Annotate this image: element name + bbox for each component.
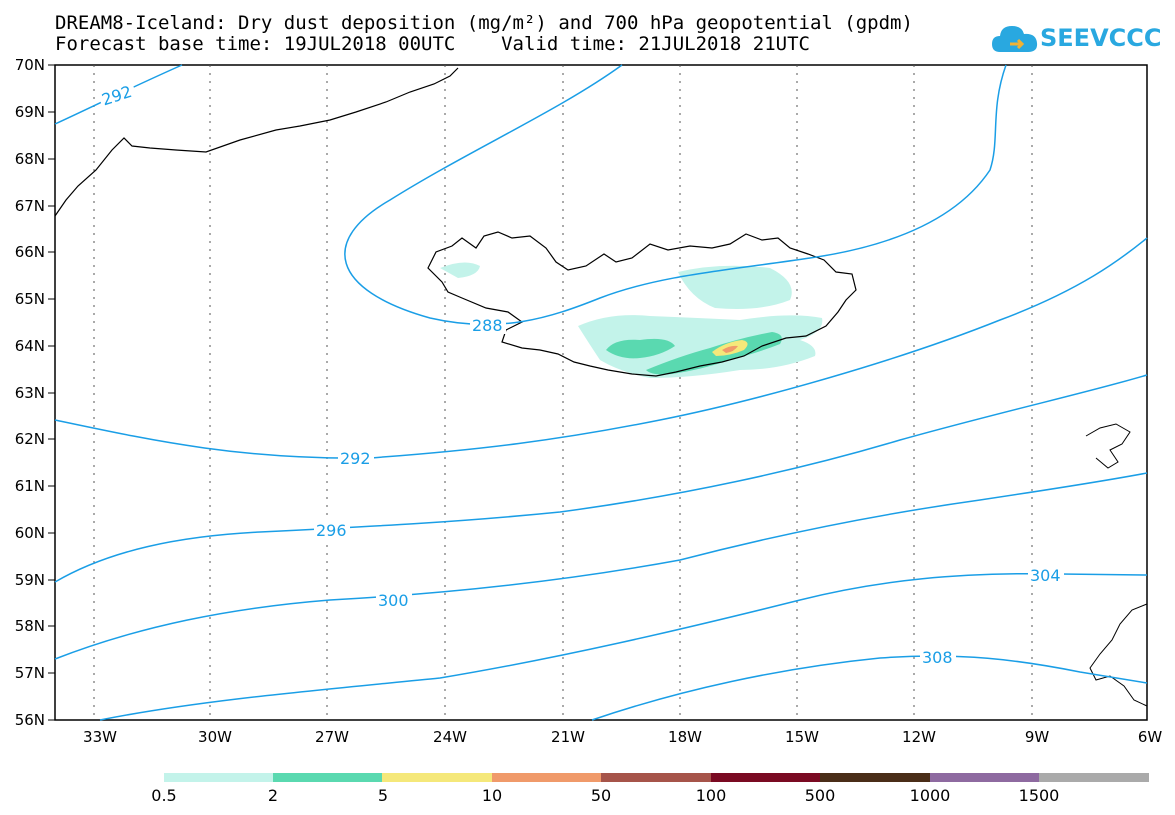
dust-area-medium [606,338,675,359]
colorbar-swatch [930,773,1040,782]
lon-label: 30W [198,728,232,746]
contour-296 [54,374,1148,583]
seevccc-logo: SEEVCCC [992,20,1162,60]
colorbar-swatch [164,773,274,782]
lon-label: 6W [1138,728,1163,746]
lat-label: 60N [15,524,45,542]
lat-label: 69N [15,103,45,121]
colorbar-label: 5 [378,786,388,805]
contour-label: 296 [316,521,347,540]
lat-label: 64N [15,337,45,355]
faroe-coastline [1085,423,1131,469]
map-title: DREAM8-Iceland: Dry dust deposition (mg/… [55,12,913,34]
colorbar-label: 2 [268,786,278,805]
lon-label: 21W [551,728,585,746]
colorbar [164,773,1149,782]
colorbar-swatch [382,773,492,782]
lon-label: 27W [315,728,349,746]
contour-label: 304 [1030,566,1061,585]
contour-label: 288 [472,316,503,335]
lat-label: 59N [15,571,45,589]
contour-labels: 292 288 292 296 300 304 308 [97,79,1064,667]
lat-label: 67N [15,197,45,215]
colorbar-swatch [601,773,711,782]
map-subtitle: Forecast base time: 19JUL2018 00UTC Vali… [55,33,810,55]
map-frame [54,64,1148,721]
colorbar-label: 500 [805,786,836,805]
contour-label: 300 [378,591,409,610]
lat-label: 57N [15,664,45,682]
lat-label: 58N [15,617,45,635]
longitude-labels: 33W 30W 27W 24W 21W 18W 15W 12W 9W 6W [83,728,1162,746]
lon-label: 24W [433,728,467,746]
scotland-coastline [1089,603,1148,707]
colorbar-label: 1500 [1019,786,1060,805]
lon-label: 9W [1025,728,1050,746]
contour-300 [54,472,1148,660]
contour-304 [99,572,1148,721]
lat-label: 61N [15,477,45,495]
lon-label: 18W [668,728,702,746]
colorbar-swatch [820,773,930,782]
colorbar-label: 1000 [910,786,951,805]
iceland-coastline [427,231,857,377]
dust-area-orange [722,345,738,353]
contour-308 [591,655,1148,721]
colorbar-label: 10 [482,786,502,805]
dust-area-light [440,262,480,278]
colorbar-label: 100 [696,786,727,805]
lon-label: 33W [83,728,117,746]
colorbar-swatch [711,773,821,782]
lat-label: 56N [15,711,45,729]
greenland-coastline [54,67,459,217]
lat-label: 63N [15,384,45,402]
colorbar-label: 50 [591,786,611,805]
colorbar-swatch [273,773,383,782]
colorbar-swatch [492,773,602,782]
lon-label: 12W [902,728,936,746]
lon-label: 15W [785,728,819,746]
lat-label: 70N [15,56,45,74]
lat-label: 68N [15,150,45,168]
lat-label: 65N [15,290,45,308]
meridian-grid [93,65,1033,720]
colorbar-label: 0.5 [151,786,176,805]
contour-292 [54,237,1148,459]
contour-288 [344,64,1007,326]
dust-area-light [678,265,792,309]
cloud-icon [992,26,1038,52]
lat-label: 66N [15,243,45,261]
latitude-labels: 70N 69N 68N 67N 66N 65N 64N 63N 62N 61N … [15,56,45,729]
contour-label: 292 [340,449,371,468]
dust-deposition-field [440,262,823,378]
lat-label: 62N [15,430,45,448]
logo-text: SEEVCCC [1040,24,1162,52]
colorbar-swatch [1039,773,1149,782]
axis-ticks [48,64,55,721]
dust-area-light [578,315,823,378]
colorbar-labels: 0.5 2 5 10 50 100 500 1000 1500 [151,786,1059,805]
contour-label: 308 [922,648,953,667]
